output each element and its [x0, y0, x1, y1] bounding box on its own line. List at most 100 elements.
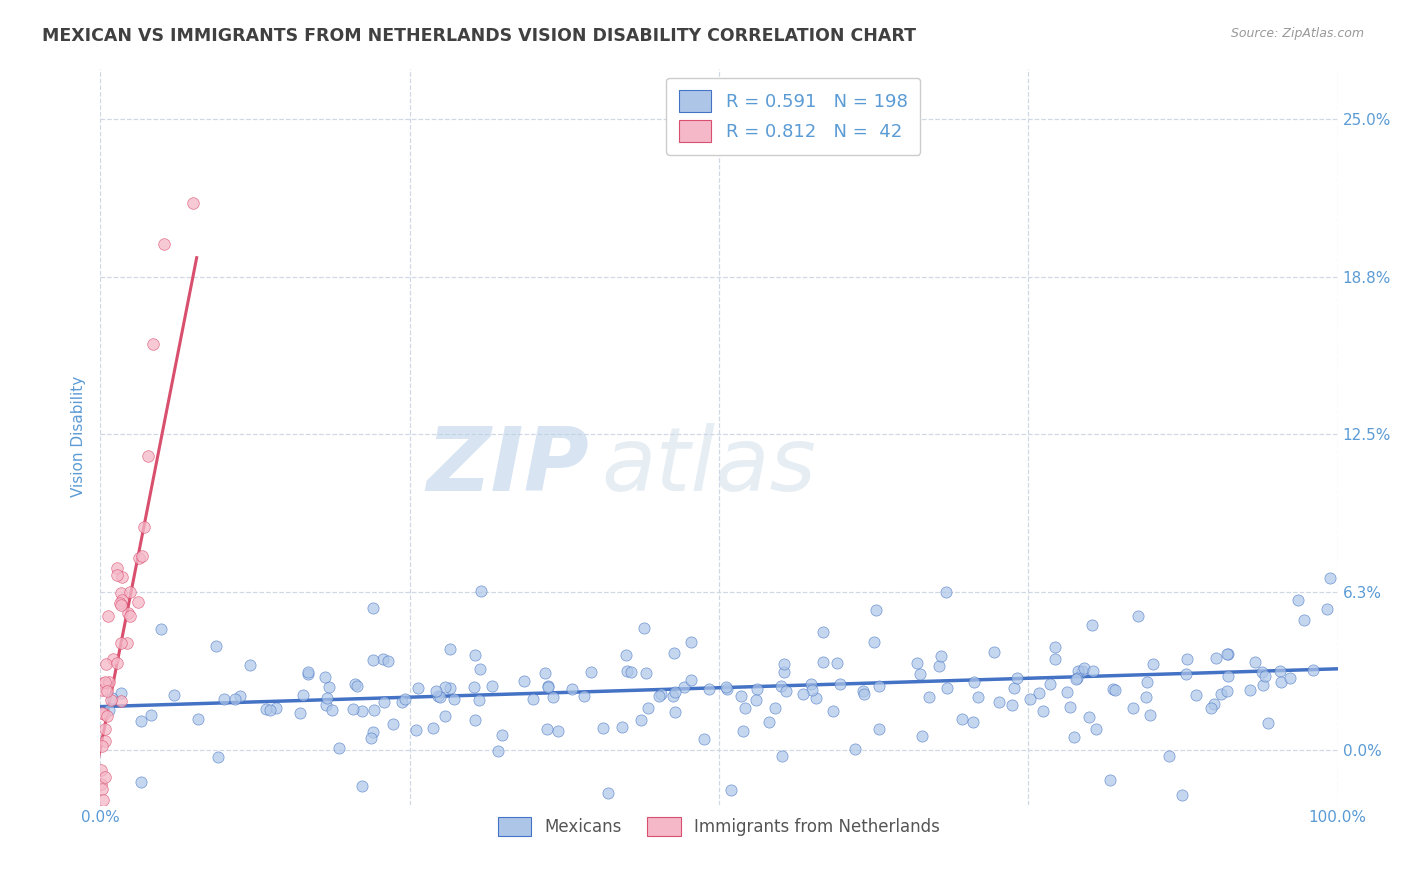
Point: [1039, 677, 1062, 691]
Point: [522, 692, 544, 706]
Point: [1244, 655, 1267, 669]
Point: [616, 664, 638, 678]
Text: atlas: atlas: [602, 423, 817, 509]
Point: [533, 666, 555, 681]
Point: [127, 595, 149, 609]
Point: [1139, 708, 1161, 723]
Point: [163, 688, 186, 702]
Point: [637, 700, 659, 714]
Point: [1257, 716, 1279, 731]
Point: [382, 717, 405, 731]
Point: [361, 653, 384, 667]
Point: [1080, 617, 1102, 632]
Point: [1209, 687, 1232, 701]
Point: [734, 701, 756, 715]
Text: Source: ZipAtlas.com: Source: ZipAtlas.com: [1230, 27, 1364, 40]
Point: [792, 687, 814, 701]
Point: [865, 602, 887, 616]
Point: [905, 657, 928, 671]
Point: [429, 690, 451, 704]
Point: [110, 586, 132, 600]
Point: [361, 601, 384, 615]
Point: [90, 763, 112, 777]
Point: [1059, 699, 1081, 714]
Point: [1175, 652, 1198, 666]
Point: [120, 608, 142, 623]
Point: [350, 704, 373, 718]
Point: [614, 648, 637, 662]
Point: [1028, 686, 1050, 700]
Point: [827, 656, 849, 670]
Point: [101, 652, 124, 666]
Point: [142, 337, 165, 351]
Point: [343, 676, 366, 690]
Point: [90, 777, 112, 791]
Point: [318, 680, 340, 694]
Point: [1302, 664, 1324, 678]
Point: [212, 692, 235, 706]
Point: [844, 742, 866, 756]
Point: [1279, 672, 1302, 686]
Point: [181, 195, 204, 210]
Point: [315, 691, 337, 706]
Point: [115, 636, 138, 650]
Point: [132, 520, 155, 534]
Point: [105, 656, 128, 670]
Point: [1254, 669, 1277, 683]
Point: [697, 681, 720, 696]
Point: [377, 654, 399, 668]
Point: [94, 674, 117, 689]
Point: [1199, 701, 1222, 715]
Point: [1270, 675, 1292, 690]
Point: [297, 665, 319, 680]
Point: [929, 649, 952, 664]
Point: [439, 642, 461, 657]
Point: [572, 690, 595, 704]
Point: [650, 687, 672, 701]
Point: [1218, 647, 1240, 661]
Point: [1159, 749, 1181, 764]
Point: [830, 677, 852, 691]
Point: [592, 721, 614, 735]
Point: [128, 551, 150, 566]
Point: [811, 624, 834, 639]
Point: [775, 683, 797, 698]
Point: [1286, 592, 1309, 607]
Point: [96, 709, 118, 723]
Point: [328, 741, 350, 756]
Point: [1066, 672, 1088, 686]
Point: [633, 621, 655, 635]
Point: [610, 720, 633, 734]
Point: [464, 648, 486, 663]
Point: [110, 636, 132, 650]
Point: [1122, 701, 1144, 715]
Point: [117, 606, 139, 620]
Point: [422, 721, 444, 735]
Point: [1126, 609, 1149, 624]
Point: [94, 734, 117, 748]
Point: [770, 749, 793, 764]
Point: [425, 683, 447, 698]
Point: [664, 685, 686, 699]
Point: [98, 703, 121, 717]
Point: [547, 724, 569, 739]
Point: [1005, 671, 1028, 685]
Point: [733, 724, 755, 739]
Point: [911, 729, 934, 743]
Point: [463, 680, 485, 694]
Point: [1066, 664, 1088, 678]
Point: [714, 680, 737, 694]
Point: [97, 609, 120, 624]
Point: [804, 691, 827, 706]
Point: [439, 681, 461, 695]
Point: [297, 667, 319, 681]
Point: [1073, 661, 1095, 675]
Point: [1081, 665, 1104, 679]
Point: [470, 584, 492, 599]
Point: [94, 657, 117, 671]
Point: [239, 658, 262, 673]
Text: MEXICAN VS IMMIGRANTS FROM NETHERLANDS VISION DISABILITY CORRELATION CHART: MEXICAN VS IMMIGRANTS FROM NETHERLANDS V…: [42, 27, 917, 45]
Point: [772, 665, 794, 679]
Point: [811, 655, 834, 669]
Point: [967, 690, 990, 705]
